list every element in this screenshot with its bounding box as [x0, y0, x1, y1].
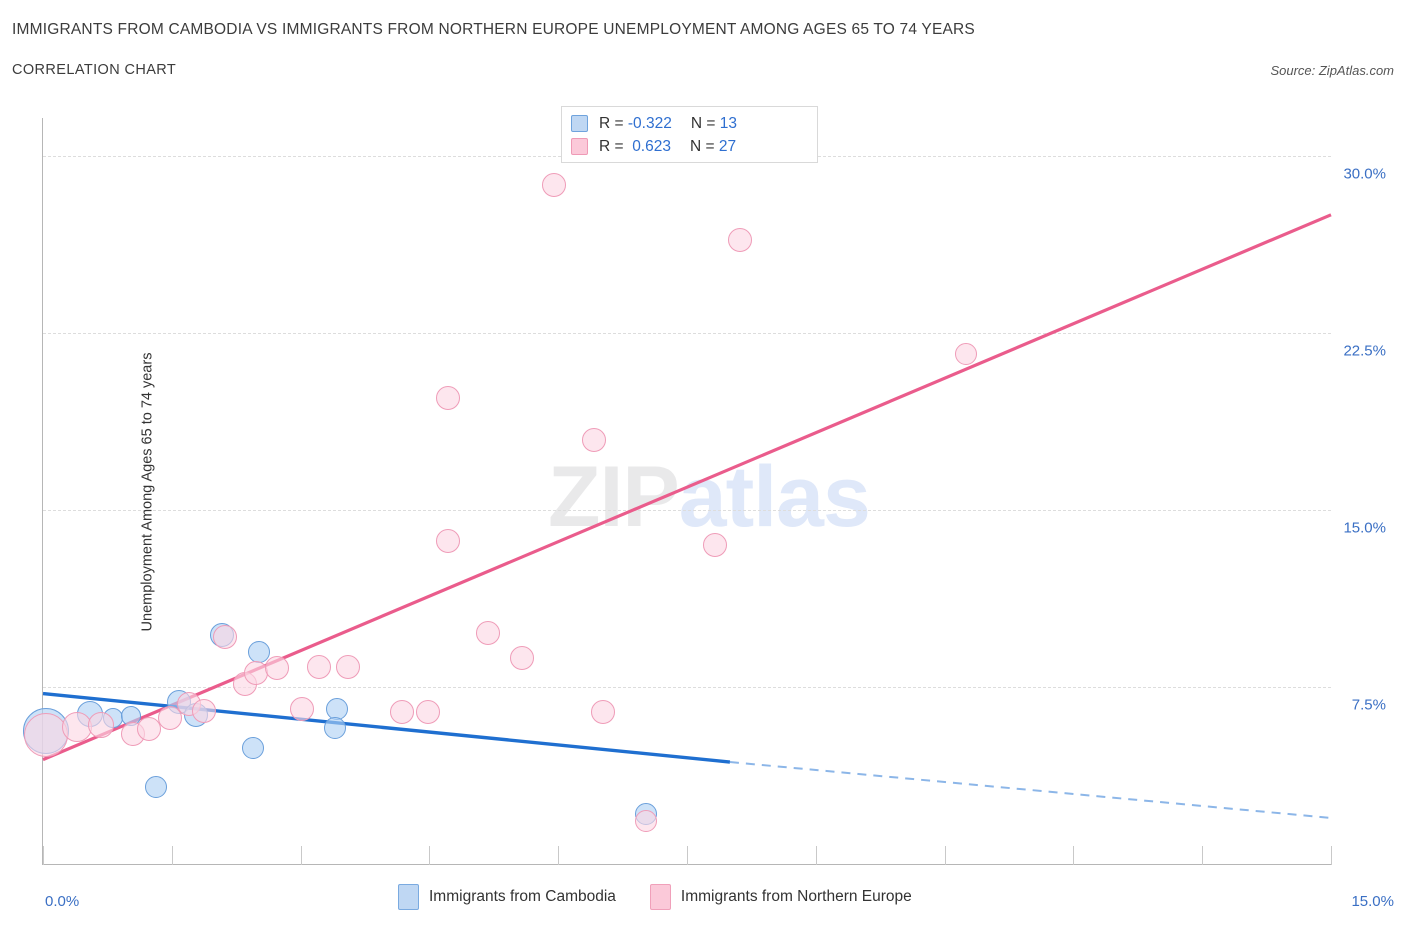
scatter-point[interactable] [62, 712, 93, 743]
scatter-point[interactable] [728, 228, 753, 253]
stats-row-cambodia: R = -0.322 N = 13 [571, 112, 808, 135]
scatter-point[interactable] [192, 699, 217, 724]
y-axis-tick-label: 22.5% [1343, 342, 1386, 360]
y-axis-tick-label: 30.0% [1343, 165, 1386, 183]
stats-n-northern-europe: N = 27 [689, 137, 737, 155]
plot-area [43, 118, 1331, 865]
legend-item-cambodia[interactable]: Immigrants from Cambodia [398, 884, 616, 910]
x-axis-tick [43, 846, 44, 865]
chart-subtitle: CORRELATION CHART [12, 62, 177, 78]
stats-swatch-northern-europe [571, 138, 588, 155]
scatter-point[interactable] [955, 343, 978, 366]
gridline [43, 509, 1331, 511]
y-axis-tick-label: 7.5% [1351, 696, 1386, 714]
stats-r-cambodia: R = -0.322 [599, 114, 672, 132]
scatter-point[interactable] [541, 172, 566, 197]
scatter-point[interactable] [137, 716, 162, 741]
scatter-point[interactable] [475, 621, 500, 646]
legend-label-northern-europe: Immigrants from Northern Europe [680, 888, 912, 905]
stats-row-northern-europe: R = 0.623 N = 27 [571, 135, 808, 158]
x-axis-tick [171, 846, 173, 865]
legend-swatch-northern-europe [649, 884, 671, 910]
scatter-point[interactable] [436, 529, 461, 554]
x-axis-tick [815, 846, 817, 865]
scatter-point[interactable] [307, 654, 332, 679]
scatter-point[interactable] [634, 810, 657, 833]
x-axis-tick [558, 846, 560, 865]
scatter-point[interactable] [590, 699, 615, 724]
x-axis-max-label: 15.0% [1351, 893, 1394, 910]
source-attribution: Source: ZipAtlas.com [1270, 63, 1394, 78]
x-axis-tick [300, 846, 302, 865]
scatter-point[interactable] [323, 716, 346, 739]
legend-label-cambodia: Immigrants from Cambodia [429, 888, 616, 905]
page-title: IMMIGRANTS FROM CAMBODIA VS IMMIGRANTS F… [12, 21, 975, 38]
scatter-point[interactable] [703, 532, 728, 557]
scatter-point[interactable] [24, 712, 69, 757]
correlation-stats-box: R = -0.322 N = 13 R = 0.623 N = 27 [561, 106, 818, 163]
scatter-point[interactable] [88, 711, 115, 738]
stats-r-northern-europe: R = 0.623 [599, 137, 671, 155]
scatter-point[interactable] [290, 696, 315, 721]
x-axis-tick [1073, 846, 1075, 865]
legend-swatch-cambodia [398, 884, 419, 910]
x-axis-tick [687, 846, 688, 865]
scatter-point[interactable] [242, 736, 265, 759]
scatter-point[interactable] [335, 654, 360, 679]
y-axis-tick-label: 15.0% [1343, 519, 1386, 537]
scatter-point[interactable] [389, 700, 414, 725]
x-axis-tick [944, 846, 946, 865]
scatter-point[interactable] [213, 624, 238, 649]
gridline [43, 332, 1331, 334]
y-axis-title-wrap: Unemployment Among Ages 65 to 74 years [10, 118, 155, 865]
stats-n-cambodia: N = 13 [690, 114, 737, 132]
series-legend: Immigrants from Cambodia Immigrants from… [398, 884, 946, 910]
y-axis-title: Unemployment Among Ages 65 to 74 years [139, 352, 156, 631]
scatter-point[interactable] [415, 699, 440, 724]
x-axis-tick [1331, 846, 1332, 865]
scatter-point[interactable] [145, 775, 168, 798]
legend-item-northern-europe[interactable]: Immigrants from Northern Europe [649, 884, 912, 910]
stats-swatch-cambodia [571, 115, 588, 132]
x-axis-tick [429, 846, 431, 865]
scatter-point[interactable] [510, 646, 535, 671]
scatter-point[interactable] [436, 385, 461, 410]
x-axis-tick [1202, 846, 1204, 865]
scatter-point[interactable] [264, 655, 289, 680]
x-axis-min-label: 0.0% [45, 893, 80, 910]
scatter-point[interactable] [582, 428, 607, 453]
